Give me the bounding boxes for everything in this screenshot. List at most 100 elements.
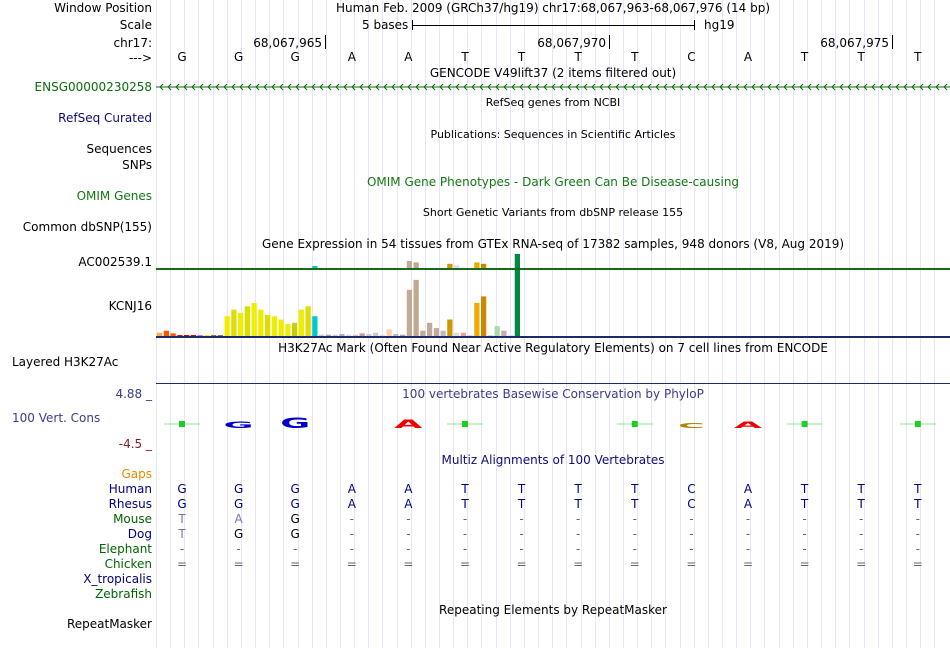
gtex-title[interactable]: Gene Expression in 54 tissues from GTEx … bbox=[261, 237, 845, 251]
base-letter: T bbox=[574, 50, 582, 64]
multiz-base: = bbox=[233, 557, 244, 571]
strand-chevron bbox=[375, 83, 380, 91]
strand-chevron bbox=[687, 83, 692, 91]
multiz-base: T bbox=[857, 497, 865, 511]
base-letter: A bbox=[347, 50, 356, 64]
gtex-bar-chart[interactable] bbox=[156, 252, 950, 340]
phylop-dot bbox=[631, 421, 638, 427]
strand-chevron bbox=[543, 83, 548, 91]
omim-title[interactable]: OMIM Gene Phenotypes - Dark Green Can Be… bbox=[366, 175, 740, 189]
strand-chevron bbox=[463, 83, 468, 91]
multiz-species-label[interactable]: Mouse bbox=[113, 512, 152, 526]
multiz-base: T bbox=[631, 482, 639, 496]
strand-chevron bbox=[735, 83, 740, 91]
gtex-bar-kcnj16 bbox=[352, 334, 358, 336]
dbsnp-title[interactable]: Short Genetic Variants from dbSNP releas… bbox=[422, 206, 684, 219]
multiz-base: G bbox=[290, 512, 300, 526]
gtex-bar-kcnj16 bbox=[440, 330, 446, 336]
guideline bbox=[891, 0, 893, 648]
sequences-label[interactable]: Sequences bbox=[86, 142, 152, 156]
gtex-bar-ac002539 bbox=[454, 265, 460, 268]
gtex-bar-kcnj16 bbox=[433, 328, 439, 336]
phylop-dot bbox=[801, 421, 808, 427]
gtex-bar-kcnj16 bbox=[231, 309, 237, 336]
strand-chevron bbox=[183, 83, 188, 91]
strand-chevron bbox=[167, 83, 172, 91]
strand-chevron bbox=[247, 83, 252, 91]
guideline bbox=[184, 0, 186, 648]
base-letter: A bbox=[743, 50, 753, 64]
multiz-species-label[interactable]: Human bbox=[108, 482, 152, 496]
gtex-bar-kcnj16 bbox=[508, 335, 514, 336]
gencode-title[interactable]: GENCODE V49lift37 (2 items filtered out) bbox=[429, 66, 677, 80]
rmsk-label[interactable]: RepeatMasker bbox=[66, 617, 152, 631]
gtex-bar-kcnj16 bbox=[251, 303, 257, 336]
gtex-gene-kcnj16[interactable]: KCNJ16 bbox=[108, 299, 152, 313]
strand-chevron bbox=[223, 83, 228, 91]
phylop-title[interactable]: 100 vertebrates Basewise Conservation by… bbox=[402, 387, 704, 401]
gencode-gene-label[interactable]: ENSG00000230258 bbox=[34, 80, 152, 94]
refseq-label[interactable]: RefSeq Curated bbox=[58, 111, 152, 125]
multiz-base: - bbox=[576, 512, 581, 526]
guideline bbox=[354, 0, 356, 648]
guideline bbox=[693, 0, 695, 648]
multiz-species-label[interactable]: Elephant bbox=[98, 542, 152, 556]
multiz-base: - bbox=[293, 542, 298, 556]
phylop-dot bbox=[462, 421, 468, 427]
gtex-bar-kcnj16 bbox=[217, 335, 223, 336]
guideline bbox=[382, 0, 384, 648]
gtex-bar-kcnj16 bbox=[467, 335, 473, 336]
h3k27ac-title[interactable]: H3K27Ac Mark (Often Found Near Active Re… bbox=[278, 341, 828, 355]
multiz-base: T bbox=[461, 497, 469, 511]
strand-chevron bbox=[607, 83, 612, 91]
multiz-base: T bbox=[800, 482, 809, 496]
multiz-base: - bbox=[915, 512, 920, 526]
dbsnp-label[interactable]: Common dbSNP(155) bbox=[22, 220, 152, 234]
h3k27ac-label[interactable]: Layered H3K27Ac bbox=[12, 355, 119, 369]
pubs-title[interactable]: Publications: Sequences in Scientific Ar… bbox=[430, 128, 676, 141]
multiz-base: = bbox=[856, 557, 867, 571]
multiz-species-label[interactable]: Dog bbox=[127, 527, 152, 541]
gtex-bar-kcnj16 bbox=[271, 316, 277, 336]
phylop-label[interactable]: 100 Vert. Cons bbox=[12, 411, 101, 425]
strand-chevron bbox=[271, 83, 276, 91]
strand-chevron bbox=[711, 83, 716, 91]
refseq-title[interactable]: RefSeq genes from NCBI bbox=[485, 96, 621, 109]
strand-chevron bbox=[327, 83, 332, 91]
multiz-base: T bbox=[857, 482, 865, 496]
strand-chevron bbox=[351, 83, 356, 91]
multiz-base: - bbox=[576, 527, 581, 541]
multiz-base: A bbox=[743, 497, 753, 511]
phylop-glyph: A bbox=[394, 418, 422, 431]
gtex-bar-kcnj16 bbox=[211, 335, 217, 336]
gaps-label[interactable]: Gaps bbox=[121, 467, 152, 481]
gtex-bar-kcnj16 bbox=[393, 334, 399, 336]
multiz-base: A bbox=[404, 497, 413, 511]
multiz-species-label[interactable]: Zebrafish bbox=[95, 587, 152, 601]
strand-chevron bbox=[663, 83, 668, 91]
gtex-bar-kcnj16 bbox=[265, 314, 271, 336]
guideline bbox=[877, 0, 879, 648]
multiz-base: T bbox=[461, 482, 469, 496]
gencode-gene-feature[interactable] bbox=[156, 81, 950, 93]
multiz-species-label[interactable]: X_tropicalis bbox=[83, 572, 152, 586]
gtex-gene-ac002539[interactable]: AC002539.1 bbox=[78, 255, 152, 269]
omim-label[interactable]: OMIM Genes bbox=[76, 189, 152, 203]
multiz-base: - bbox=[462, 512, 468, 526]
gtex-bar-kcnj16 bbox=[413, 279, 419, 336]
multiz-species-label[interactable]: Chicken bbox=[104, 557, 152, 571]
strand-chevron bbox=[807, 83, 812, 91]
multiz-species-label[interactable]: Rhesus bbox=[108, 497, 152, 511]
gtex-bar-kcnj16 bbox=[386, 329, 392, 336]
strand-chevron bbox=[911, 83, 916, 91]
guideline bbox=[156, 0, 157, 648]
snps-label[interactable]: SNPs bbox=[122, 158, 152, 172]
multiz-title[interactable]: Multiz Alignments of 100 Vertebrates bbox=[441, 453, 665, 467]
strand-chevron bbox=[239, 83, 244, 91]
rmsk-title[interactable]: Repeating Elements by RepeatMasker bbox=[439, 603, 667, 617]
strand-chevron bbox=[359, 83, 364, 91]
strand-chevron bbox=[279, 83, 284, 91]
guideline bbox=[467, 0, 469, 648]
multiz-base: = bbox=[912, 557, 923, 571]
